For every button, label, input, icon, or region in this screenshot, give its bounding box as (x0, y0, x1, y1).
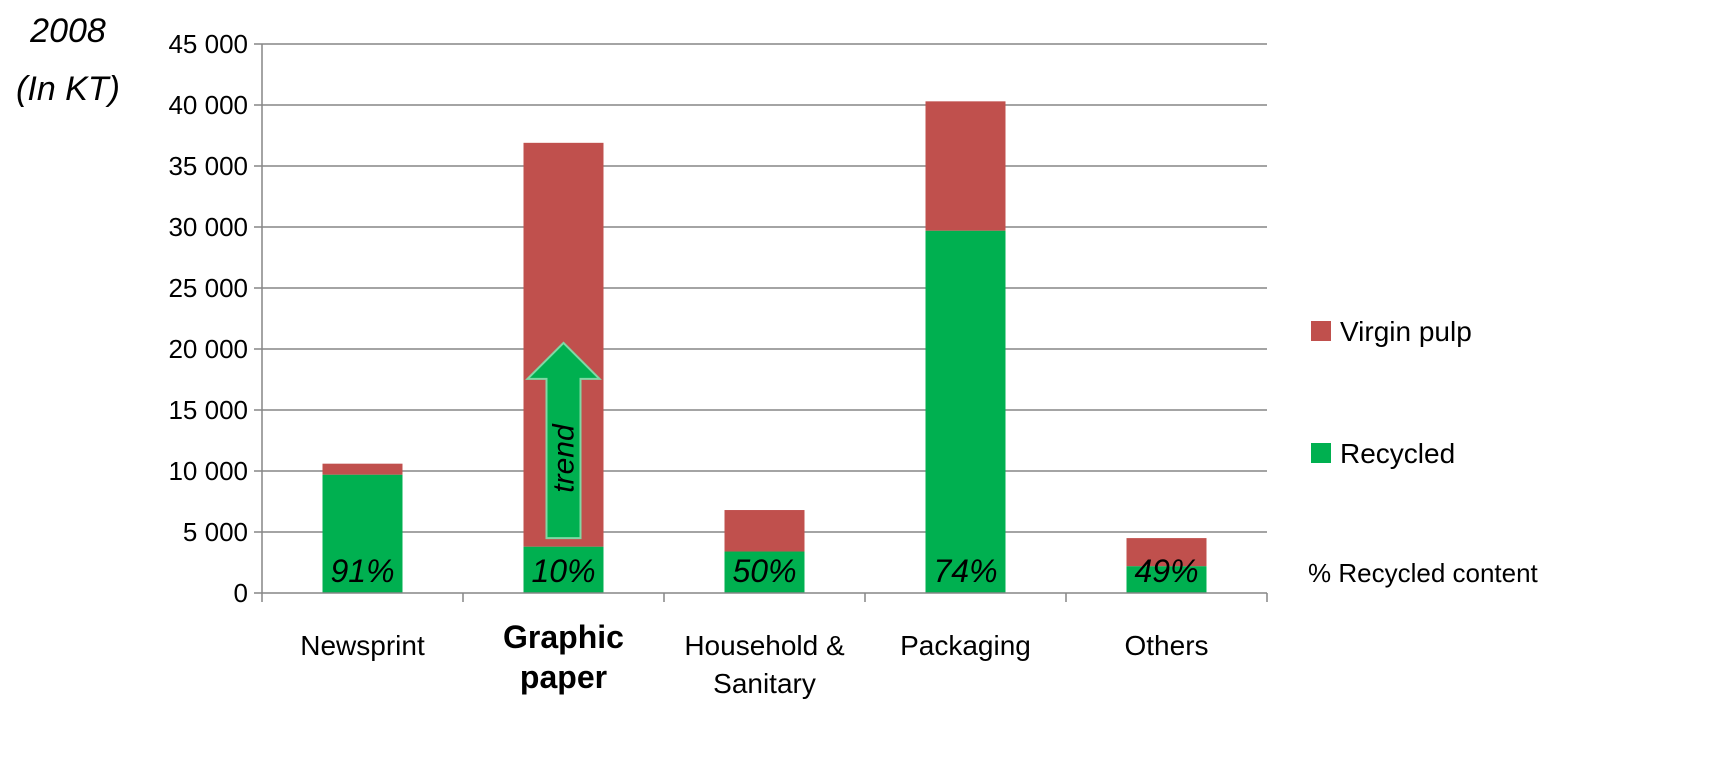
bar-segment-recycled (523, 546, 604, 593)
x-tick-label: Household & Sanitary (684, 630, 845, 699)
y-tick-label: 35 000 (168, 151, 248, 181)
legend: Virgin pulp Recycled % Recycled content (1308, 316, 1539, 588)
y-tick-label: 20 000 (168, 334, 248, 364)
recycled-content-label: 49% (1134, 553, 1198, 589)
recycled-content-label: 91% (330, 553, 394, 589)
bars (322, 101, 1207, 593)
legend-label: Virgin pulp (1340, 316, 1472, 347)
bar-segment-virgin-pulp (322, 463, 403, 475)
y-tick-label: 25 000 (168, 273, 248, 303)
recycled-content-label: 10% (531, 553, 595, 589)
trend-label: trend (548, 423, 581, 493)
unit-label-year: 2008 (29, 12, 106, 50)
bar-segment-virgin-pulp (724, 510, 805, 552)
gridlines (262, 43, 1267, 533)
x-tick-label: Newsprint (300, 630, 425, 661)
bar-segment-recycled (322, 474, 403, 593)
trend-annotation: trend (525, 341, 602, 540)
recycled-content-label: 50% (732, 553, 796, 589)
y-tick-label: 5 000 (183, 517, 248, 547)
legend-swatch (1311, 443, 1331, 463)
bar-segment-virgin-pulp (1126, 538, 1207, 567)
x-tick-label: Packaging (900, 630, 1031, 661)
bar-segment-recycled (1126, 566, 1207, 593)
unit-label: 2008 (In KT) (16, 12, 120, 108)
unit-label-units: (In KT) (16, 70, 120, 108)
y-tick-label: 10 000 (168, 456, 248, 486)
y-tick-label: 45 000 (168, 29, 248, 59)
axes: 0 5 000 10 000 15 000 20 000 25 000 30 000 35 0… (168, 29, 1268, 699)
y-tick-label: 0 (234, 578, 248, 608)
recycled-content-legend-label: % Recycled content (1308, 558, 1539, 588)
y-tick-label: 40 000 (168, 90, 248, 120)
legend-label: Recycled (1340, 438, 1455, 469)
trend-arrow (525, 341, 602, 540)
recycled-content-labels: 91% 10% 50% 74% 49% (330, 553, 1198, 589)
y-tick-label: 15 000 (168, 395, 248, 425)
bar-segment-recycled (724, 551, 805, 593)
legend-swatch (1311, 321, 1331, 341)
x-tick-label: Graphic paper (503, 619, 624, 695)
bar-segment-virgin-pulp (925, 101, 1006, 231)
bar-segment-recycled (925, 230, 1006, 593)
x-tick-label: Others (1124, 630, 1208, 661)
y-tick-label: 30 000 (168, 212, 248, 242)
recycled-content-label: 74% (933, 553, 997, 589)
